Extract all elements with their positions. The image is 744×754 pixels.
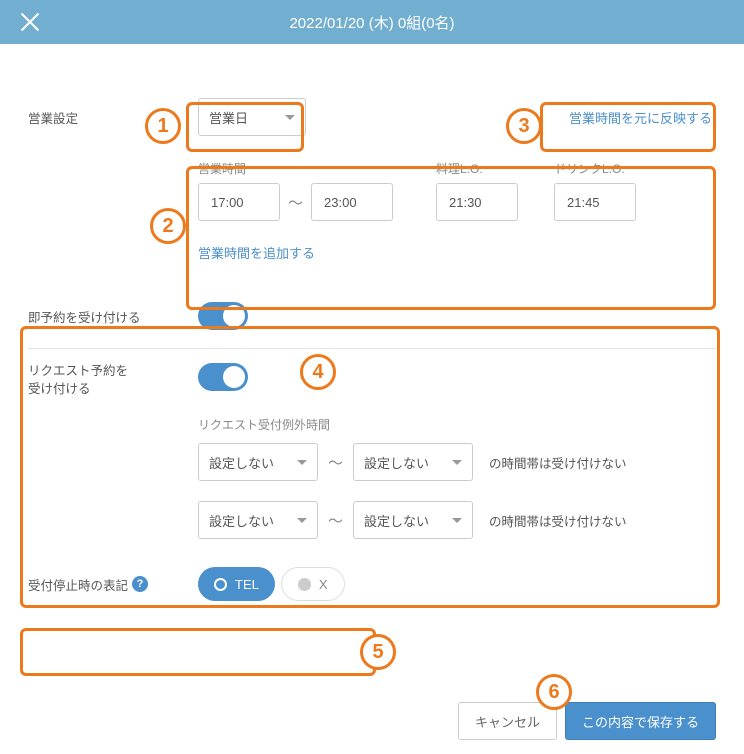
separator [28,348,716,349]
stop-display-label: 受付停止時の表記 [28,575,128,594]
request-reservation-label: リクエスト予約を 受け付ける [28,363,198,398]
chevron-down-icon [297,460,307,465]
instant-reservation-label: 即予約を受け付ける [28,307,198,326]
business-day-value: 営業日 [209,108,248,127]
save-button[interactable]: この内容で保存する [565,702,716,740]
header-title: 2022/01/20 (木) 0組(0名) [289,12,454,33]
request-exception-label: リクエスト受付例外時間 [198,416,716,433]
chevron-down-icon [452,460,462,465]
help-icon[interactable]: ? [132,576,148,592]
exception-suffix-1: の時間帯は受け付けない [489,453,627,472]
request-reservation-toggle[interactable] [198,363,248,391]
stop-display-tel[interactable]: TEL [198,567,275,601]
drink-lo-input[interactable]: 21:45 [554,183,636,221]
close-icon[interactable] [16,8,44,36]
tilde-sep: 〜 [288,192,303,213]
cancel-button[interactable]: キャンセル [458,702,557,740]
drink-lo-label: ドリンクL.O. [554,160,644,177]
hours-end-input[interactable]: 23:00 [311,183,393,221]
exception-end-1[interactable]: 設定しない [353,443,473,481]
stop-display-x[interactable]: X [281,567,345,601]
instant-reservation-toggle[interactable] [198,302,248,330]
chevron-down-icon [452,518,462,523]
exception-end-2[interactable]: 設定しない [353,501,473,539]
radio-icon [298,578,311,591]
exception-start-2[interactable]: 設定しない [198,501,318,539]
hours-start-input[interactable]: 17:00 [198,183,280,221]
food-lo-input[interactable]: 21:30 [436,183,518,221]
exception-suffix-2: の時間帯は受け付けない [489,511,627,530]
modal-header: 2022/01/20 (木) 0組(0名) [0,0,744,44]
exception-start-1[interactable]: 設定しない [198,443,318,481]
chevron-down-icon [297,518,307,523]
business-setting-label: 営業設定 [28,108,138,127]
business-day-select[interactable]: 営業日 [198,98,306,136]
hours-label: 営業時間 [198,160,408,177]
add-hours-link[interactable]: 営業時間を追加する [198,246,315,261]
annotation-num-5: 5 [360,634,396,670]
chevron-down-icon [285,115,295,120]
reflect-hours-link[interactable]: 営業時間を元に反映する [569,108,712,127]
radio-icon [214,578,227,591]
food-lo-label: 料理L.O. [436,160,526,177]
